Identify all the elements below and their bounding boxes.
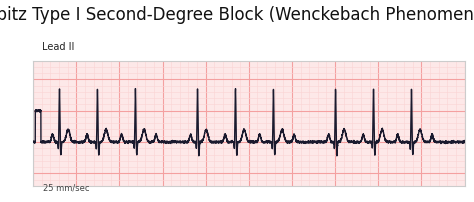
Text: Lead II: Lead II: [42, 42, 74, 52]
Text: Mobitz Type I Second-Degree Block (Wenckebach Phenomenon): Mobitz Type I Second-Degree Block (Wenck…: [0, 6, 474, 24]
Text: 25 mm/sec: 25 mm/sec: [43, 184, 89, 193]
